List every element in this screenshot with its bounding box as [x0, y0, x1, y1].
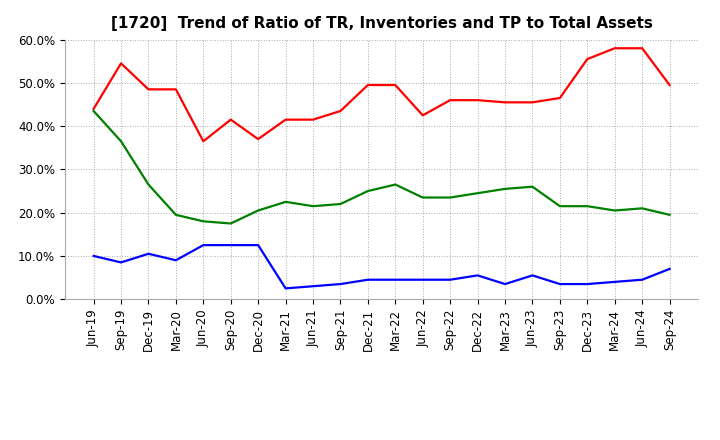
Inventories — [665, 266, 674, 271]
Trade Receivables — [117, 61, 125, 66]
Trade Receivables — [665, 82, 674, 88]
Inventories — [282, 286, 290, 291]
Trade Payables — [638, 205, 647, 211]
Trade Receivables — [89, 106, 98, 111]
Trade Receivables — [336, 108, 345, 114]
Trade Payables — [144, 182, 153, 187]
Inventories — [611, 279, 619, 285]
Trade Receivables — [583, 56, 592, 62]
Inventories — [199, 242, 207, 248]
Inventories — [418, 277, 427, 282]
Trade Payables — [364, 188, 372, 194]
Trade Receivables — [254, 136, 263, 142]
Inventories — [446, 277, 454, 282]
Trade Receivables — [611, 46, 619, 51]
Inventories — [528, 273, 537, 278]
Trade Receivables — [528, 100, 537, 105]
Inventories — [473, 273, 482, 278]
Inventories — [226, 242, 235, 248]
Inventories — [171, 258, 180, 263]
Trade Receivables — [282, 117, 290, 122]
Trade Payables — [282, 199, 290, 205]
Trade Receivables — [144, 87, 153, 92]
Inventories — [254, 242, 263, 248]
Trade Payables — [528, 184, 537, 189]
Inventories — [144, 251, 153, 257]
Inventories — [309, 284, 318, 289]
Trade Payables — [171, 212, 180, 217]
Trade Receivables — [226, 117, 235, 122]
Trade Payables — [556, 204, 564, 209]
Trade Payables — [309, 204, 318, 209]
Inventories — [391, 277, 400, 282]
Trade Receivables — [171, 87, 180, 92]
Trade Receivables — [418, 113, 427, 118]
Trade Receivables — [473, 98, 482, 103]
Trade Payables — [226, 221, 235, 226]
Inventories — [89, 253, 98, 259]
Line: Inventories: Inventories — [94, 245, 670, 288]
Trade Payables — [446, 195, 454, 200]
Trade Payables — [89, 108, 98, 114]
Trade Receivables — [500, 100, 509, 105]
Inventories — [583, 282, 592, 287]
Inventories — [556, 282, 564, 287]
Inventories — [364, 277, 372, 282]
Line: Trade Receivables: Trade Receivables — [94, 48, 670, 141]
Trade Payables — [583, 204, 592, 209]
Trade Receivables — [199, 139, 207, 144]
Trade Payables — [199, 219, 207, 224]
Inventories — [117, 260, 125, 265]
Trade Payables — [254, 208, 263, 213]
Inventories — [500, 282, 509, 287]
Trade Receivables — [556, 95, 564, 101]
Trade Receivables — [364, 82, 372, 88]
Trade Receivables — [446, 98, 454, 103]
Trade Receivables — [391, 82, 400, 88]
Trade Receivables — [638, 46, 647, 51]
Trade Payables — [418, 195, 427, 200]
Trade Payables — [611, 208, 619, 213]
Trade Payables — [391, 182, 400, 187]
Trade Payables — [336, 202, 345, 207]
Trade Payables — [473, 191, 482, 196]
Inventories — [336, 282, 345, 287]
Inventories — [638, 277, 647, 282]
Trade Payables — [117, 139, 125, 144]
Title: [1720]  Trend of Ratio of TR, Inventories and TP to Total Assets: [1720] Trend of Ratio of TR, Inventories… — [111, 16, 652, 32]
Line: Trade Payables: Trade Payables — [94, 111, 670, 224]
Trade Receivables — [309, 117, 318, 122]
Trade Payables — [500, 186, 509, 191]
Trade Payables — [665, 212, 674, 217]
